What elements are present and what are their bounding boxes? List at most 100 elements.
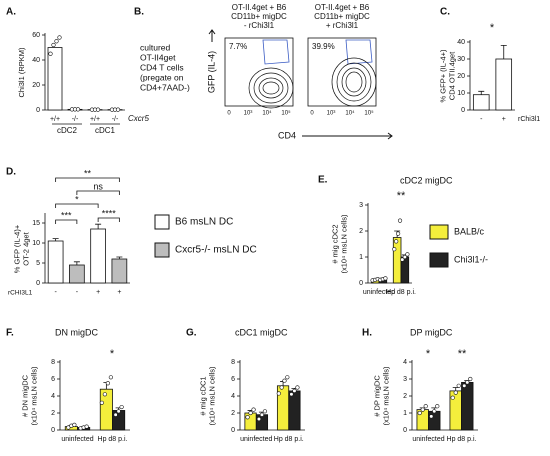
- error-bar: [73, 261, 80, 265]
- description: CD4+7AAD-): [140, 82, 190, 92]
- x-tick-label: 10³: [244, 111, 253, 117]
- bracket: [97, 217, 120, 222]
- y-axis-label: (x10⁴ msLN cells): [207, 366, 216, 426]
- y-tick-label: 4: [403, 359, 407, 366]
- y-axis-label: GFP (IL-4): [206, 51, 216, 93]
- significance: ***: [61, 210, 72, 220]
- data-point: [396, 231, 401, 236]
- data-point: [95, 107, 101, 112]
- significance: ns: [93, 181, 103, 191]
- data-point: [108, 375, 113, 380]
- panel-letter: C.: [440, 7, 450, 18]
- y-tick-label: 10: [32, 240, 40, 247]
- x-tick-label: uninfected: [363, 289, 395, 296]
- bar: [472, 94, 490, 111]
- error-bar: [116, 256, 123, 259]
- data-point: [276, 391, 281, 396]
- x-tick-label: Hp d8 p.i.: [98, 436, 128, 443]
- density-contour: [248, 67, 294, 109]
- significance: **: [84, 168, 92, 178]
- x-tick-label: 0: [227, 111, 231, 117]
- x-tick-label: -: [76, 289, 79, 296]
- data-point: [453, 390, 458, 395]
- data-point: [423, 404, 428, 409]
- y-tick-label: 3: [403, 376, 407, 383]
- data-point: [99, 400, 104, 405]
- data-point: [119, 404, 124, 410]
- y-tick-label: 2: [51, 410, 55, 417]
- y-axis-label: % GFP (IL-4)+: [12, 224, 21, 273]
- x-tick-label: 0: [310, 111, 314, 117]
- y-axis-label: (x10⁴ msLN cells): [29, 366, 38, 426]
- description: (pregate on: [140, 72, 184, 82]
- data-point: [432, 409, 437, 414]
- density-contour: [258, 77, 284, 99]
- y-axis-label: # mig cDC2: [330, 224, 339, 263]
- description: cultured: [140, 42, 171, 52]
- x-axis-label: CD4: [278, 130, 296, 140]
- data-point: [116, 409, 121, 414]
- data-point: [248, 410, 253, 416]
- bar: [255, 414, 269, 431]
- legend-swatch: [154, 214, 170, 230]
- data-point: [75, 107, 81, 112]
- data-point: [262, 409, 268, 414]
- panel-letter: D.: [6, 167, 16, 178]
- gate-percent: 7.7%: [229, 42, 247, 51]
- y-tick-label: 30: [457, 56, 465, 63]
- bar: [461, 381, 474, 431]
- panel-letter: G.: [186, 328, 197, 339]
- panel-letter: E.: [318, 175, 328, 186]
- y-tick-label: 8: [51, 359, 55, 366]
- panel-letter: B.: [134, 7, 144, 18]
- panel-letter: F.: [6, 328, 14, 339]
- data-point: [295, 385, 300, 390]
- legend-swatch: [429, 224, 449, 240]
- x-tick-label: +: [502, 116, 506, 123]
- axis-arrow: [302, 132, 393, 140]
- annotation: Cxcr5: [128, 114, 149, 123]
- error-bar: [52, 238, 59, 241]
- error-bar: [452, 387, 459, 391]
- significance: *: [490, 22, 495, 34]
- y-tick-label: 60: [32, 32, 40, 39]
- significance: **: [397, 190, 406, 202]
- chart-title: cDC1 migDC: [235, 327, 288, 337]
- data-point: [285, 375, 290, 380]
- bar: [47, 240, 64, 284]
- significance: ****: [102, 208, 117, 218]
- x-axis-label: rCHI3L1: [8, 290, 33, 297]
- error-bar: [478, 90, 485, 95]
- data-point: [102, 392, 107, 397]
- data-point: [394, 239, 399, 244]
- description: OT-II4get: [140, 52, 176, 62]
- x-tick-label: 10⁴: [345, 110, 355, 117]
- bar: [495, 58, 513, 111]
- data-point: [289, 392, 294, 397]
- x-axis-label: rChi3l1: [518, 116, 540, 123]
- data-point: [392, 247, 397, 252]
- data-point: [456, 383, 461, 388]
- y-axis-label: (x10⁴ msLN cells): [381, 366, 390, 426]
- bar: [428, 410, 441, 431]
- legend-label: B6 msLN DC: [175, 217, 233, 228]
- gate-percent: 39.9%: [312, 42, 335, 51]
- legend-swatch: [154, 242, 170, 258]
- y-axis-label: (x10⁴ msLN cells): [339, 214, 348, 274]
- data-point: [420, 407, 425, 412]
- data-point: [402, 254, 407, 260]
- data-point: [279, 385, 284, 390]
- data-point: [72, 422, 77, 428]
- y-tick-label: 2: [403, 393, 407, 400]
- x-tick-label: uninfected: [61, 436, 93, 443]
- density-contour: [331, 57, 377, 107]
- y-tick-label: 0: [36, 280, 40, 287]
- bar: [90, 228, 106, 284]
- gate: [345, 39, 373, 65]
- bar: [392, 237, 402, 284]
- y-tick-label: 0: [51, 427, 55, 434]
- plot-title: OT-II.4get + B6: [232, 3, 287, 12]
- data-point: [256, 416, 262, 422]
- y-tick-label: 40: [32, 57, 40, 64]
- group-label: cDC1: [95, 126, 116, 135]
